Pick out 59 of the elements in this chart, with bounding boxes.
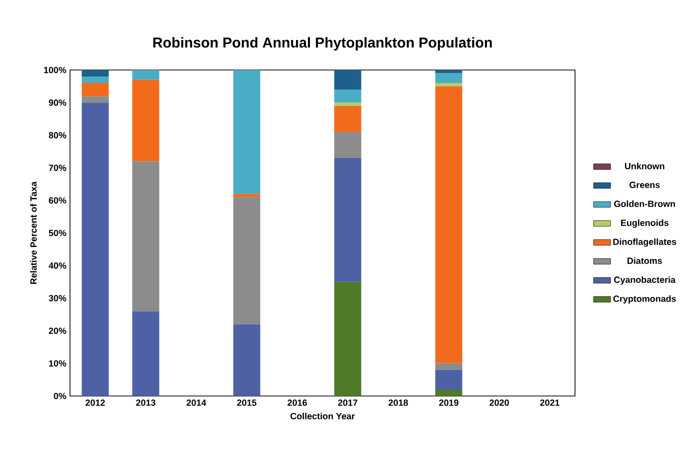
x-tick-label: 2017 (338, 400, 358, 406)
x-tick-label: 2015 (237, 400, 256, 406)
bar (82, 83, 109, 96)
bar (132, 161, 160, 312)
legend-label: Cyanobacteria (614, 276, 676, 285)
bar (435, 70, 462, 74)
bar (233, 324, 260, 396)
bar (82, 102, 109, 396)
legend-label: Unknown (624, 162, 664, 170)
bar (435, 389, 462, 396)
x-tick-label: 2021 (540, 400, 560, 406)
bar (132, 311, 160, 396)
bar (82, 96, 109, 103)
bar (334, 132, 362, 158)
y-tick-label: 10% (49, 360, 66, 367)
chart-title: Robinson Pond Annual Phytoplankton Population (153, 37, 492, 51)
y-tick-label: 100% (44, 66, 66, 74)
legend-label: Diatoms (628, 257, 662, 264)
legend-label: Euglenoids (621, 219, 668, 228)
bar (334, 70, 362, 90)
y-tick-label: 70% (48, 164, 66, 171)
y-axis-title: Relative Percent of Taxa (30, 181, 37, 284)
x-tick-label: 2014 (186, 400, 206, 406)
x-tick-label: 2012 (86, 400, 105, 406)
bar (233, 197, 260, 324)
x-tick-label: 2013 (136, 400, 156, 406)
bar (435, 363, 462, 370)
y-tick-label: 50% (48, 230, 66, 236)
x-tick-label: 2020 (490, 400, 509, 406)
bar (435, 370, 462, 390)
y-tick-label: 40% (48, 262, 66, 269)
bar (435, 86, 462, 364)
y-tick-label: 0% (54, 392, 66, 400)
x-tick-label: 2018 (388, 400, 408, 406)
bar (334, 158, 362, 282)
y-tick-label: 80% (48, 132, 66, 138)
bar (82, 76, 109, 84)
x-axis-title: Collection Year (290, 412, 355, 420)
y-tick-label: 20% (48, 328, 66, 334)
bar (82, 70, 109, 77)
y-tick-label: 30% (48, 295, 66, 302)
bar (334, 102, 362, 106)
bar (233, 70, 260, 194)
bar (334, 282, 362, 396)
bar (334, 106, 362, 132)
legend-label: Cryptomonads (613, 295, 676, 304)
bar (132, 80, 160, 162)
bar (132, 70, 160, 80)
bar (435, 73, 462, 84)
bar (435, 83, 462, 86)
y-tick-label: 60% (48, 197, 66, 204)
x-tick-label: 2016 (288, 400, 307, 406)
legend-label: Golden-Brown (614, 200, 675, 208)
legend-label: Greens (630, 182, 660, 188)
bar (233, 194, 260, 198)
y-tick-label: 90% (48, 99, 66, 106)
x-tick-label: 2019 (439, 400, 458, 406)
bar (334, 90, 362, 103)
legend-label: Dinoflagellates (613, 238, 676, 247)
